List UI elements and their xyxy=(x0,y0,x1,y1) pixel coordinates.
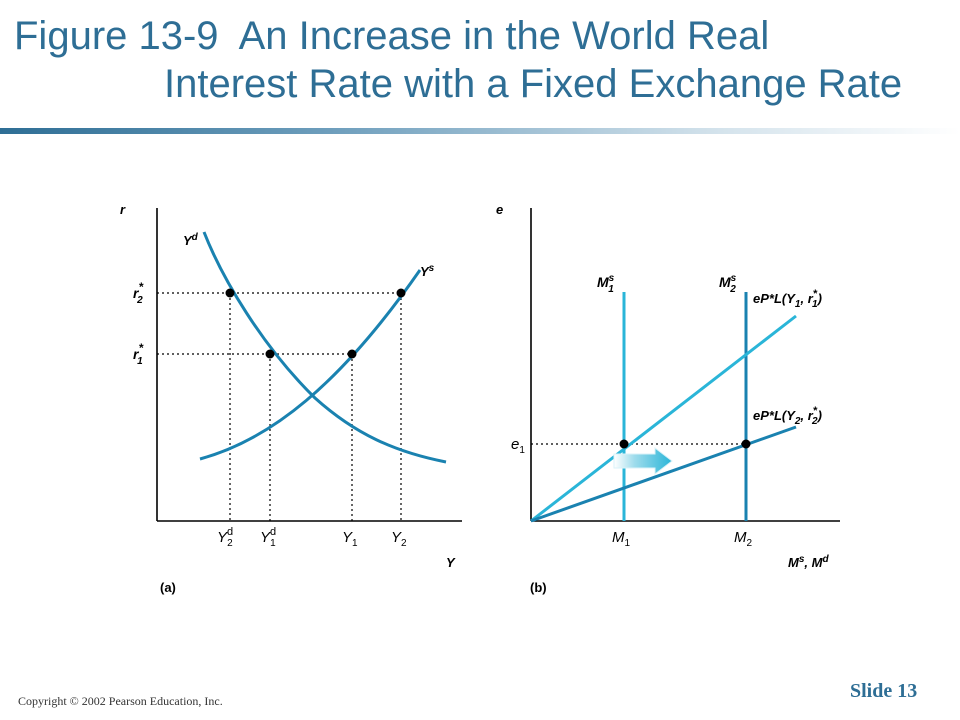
title-line-1: Figure 13-9 An Increase in the World Rea… xyxy=(14,14,770,58)
panel-a: r Yd Ys r* 2 r* 1 Yd 2 Yd 1 Y1 Y2 Y (a) xyxy=(120,202,462,595)
panel-a-tick-y2: Y2 xyxy=(391,529,407,549)
panel-b-ms1-label: Ms 1 xyxy=(597,273,615,295)
panel-b-tick-m2: M2 xyxy=(734,529,753,549)
panel-a-x-axis-label: Y xyxy=(446,555,456,570)
panel-b-demand1-label: eP*L(Y1, r* 1) xyxy=(753,288,822,310)
title-underline xyxy=(0,128,960,134)
panel-b-demand2-label: eP*L(Y2, r* 2) xyxy=(753,405,822,427)
panel-b-e1-label: e1 xyxy=(511,436,525,456)
panel-a-r2-label: r* 2 xyxy=(133,280,144,306)
panel-b-demand1-line xyxy=(530,314,797,523)
panel-a-r1-label: r* 1 xyxy=(133,341,144,367)
panel-b-y-axis-label: e xyxy=(496,202,503,217)
panel-b-tick-m1: M1 xyxy=(612,529,631,549)
panel-a-point-r1-demand xyxy=(265,349,275,359)
panel-a-point-r2-supply xyxy=(396,288,406,298)
panel-a-point-r1-supply xyxy=(347,349,357,359)
panel-b-point-m1 xyxy=(619,439,629,449)
copyright-notice: Copyright © 2002 Pearson Education, Inc. xyxy=(18,694,223,708)
panel-a-y-axis-label: r xyxy=(120,202,126,217)
panel-a-demand-label: Yd xyxy=(183,232,199,248)
title-line-2: Interest Rate with a Fixed Exchange Rate xyxy=(164,62,903,106)
panel-b-point-m2 xyxy=(741,439,751,449)
panel-b-ms2-label: Ms 2 xyxy=(719,273,737,295)
slide-title: Figure 13-9 An Increase in the World Rea… xyxy=(14,12,954,108)
panel-a-tick-y1: Y1 xyxy=(342,529,358,549)
panel-b: e Ms 1 Ms 2 eP*L(Y1, r* 1) eP*L(Y2, r* 2) e1… xyxy=(496,202,840,595)
panel-a-tick-y1d: Yd 1 xyxy=(260,526,276,549)
panel-b-demand2-line xyxy=(530,425,797,523)
panel-a-tick-y2d: Yd 2 xyxy=(217,526,233,549)
panel-a-supply-label: Ys xyxy=(420,263,435,279)
panel-a-caption: (a) xyxy=(160,580,176,595)
panel-a-demand-curve xyxy=(202,231,447,464)
slide-number: Slide 13 xyxy=(850,680,918,702)
panel-b-shift-arrow-icon xyxy=(613,446,673,476)
panel-b-caption: (b) xyxy=(530,580,547,595)
panel-a-point-r2-demand xyxy=(225,288,235,298)
panel-b-x-axis-label: Ms, Md xyxy=(788,554,829,570)
panel-a-supply-curve xyxy=(199,269,422,461)
